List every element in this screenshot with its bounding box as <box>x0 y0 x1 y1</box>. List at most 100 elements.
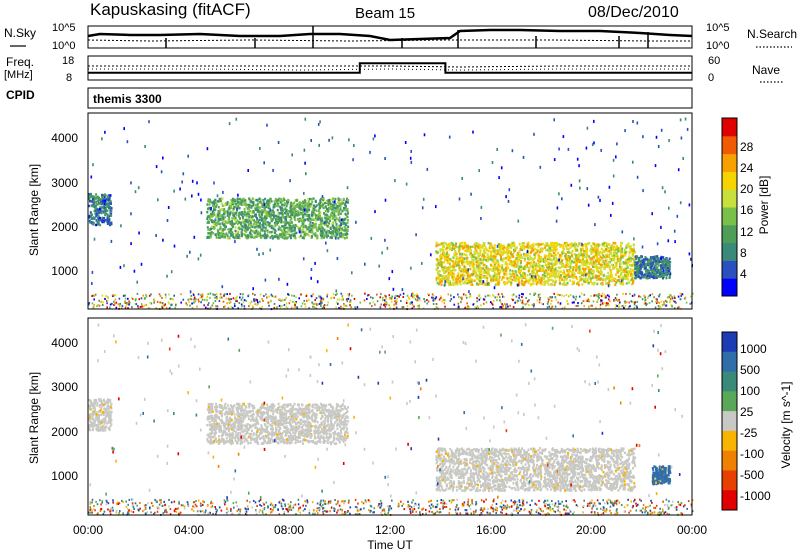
power-cell <box>607 255 610 258</box>
power-cell <box>314 225 317 228</box>
power-cell <box>98 216 101 220</box>
power-cell <box>478 293 481 296</box>
power-cell <box>492 260 495 263</box>
power-cell <box>521 274 524 278</box>
power-cell <box>471 264 474 267</box>
power-cell <box>506 282 509 285</box>
power-cell <box>219 293 222 296</box>
power-cell <box>118 297 121 300</box>
power-cell <box>495 254 498 257</box>
power-cell <box>590 252 593 255</box>
power-cell <box>665 271 668 274</box>
power-cell <box>271 234 273 238</box>
nave-label: Nave <box>752 63 780 77</box>
power-cell <box>95 200 98 203</box>
power-cell <box>515 276 518 279</box>
power-cell <box>301 202 304 205</box>
power-cell <box>340 200 343 203</box>
power-cell <box>661 266 664 270</box>
power-cell <box>323 304 326 307</box>
power-cell <box>655 266 658 270</box>
power-cell <box>627 306 630 309</box>
power-cell <box>655 272 658 275</box>
power-cell <box>643 259 646 263</box>
power-cell <box>481 255 484 258</box>
power-cell <box>416 293 418 296</box>
power-cell <box>265 210 268 213</box>
power-cell <box>229 292 231 295</box>
power-cell <box>218 211 221 215</box>
power-cell <box>573 272 576 275</box>
power-cell <box>226 212 229 215</box>
power-cell <box>453 247 455 250</box>
power-cell <box>260 236 263 239</box>
power-cell <box>208 199 211 203</box>
power-cell <box>461 263 464 266</box>
power-cell <box>308 307 310 309</box>
power-cell <box>332 197 335 200</box>
power-cell <box>292 213 295 216</box>
power-cell <box>612 259 615 262</box>
power-cell <box>311 213 313 217</box>
power-cell <box>637 271 640 275</box>
power-cell <box>524 303 527 306</box>
power-cell <box>669 294 672 297</box>
power-cell <box>236 295 239 298</box>
power-cell <box>194 299 196 302</box>
power-cell <box>594 276 597 279</box>
power-cell <box>236 236 239 239</box>
power-cell <box>435 251 438 255</box>
power-cell <box>88 219 91 223</box>
power-cell <box>394 295 397 298</box>
power-cell <box>231 231 234 234</box>
power-cell <box>446 259 448 262</box>
power-cell <box>566 300 568 303</box>
power-cell <box>97 214 100 218</box>
power-cell <box>562 251 565 255</box>
power-cell <box>597 243 600 246</box>
power-cell <box>510 261 513 265</box>
power-cell <box>608 295 610 298</box>
power-cell <box>244 223 247 227</box>
power-cell <box>218 236 221 239</box>
power-cell <box>650 265 653 268</box>
power-cell <box>557 251 560 255</box>
power-cell <box>529 244 532 248</box>
power-cell <box>319 221 322 224</box>
power-cell <box>535 268 538 272</box>
beam-title: Beam 15 <box>355 5 415 22</box>
power-cell <box>528 299 530 302</box>
power-cell <box>267 206 270 210</box>
power-cell <box>457 278 460 281</box>
power-cell <box>320 197 323 201</box>
power-cell <box>287 221 290 225</box>
power-cell <box>216 232 218 236</box>
power-cell <box>212 208 215 212</box>
power-cell <box>620 255 622 258</box>
power-cell <box>228 231 231 234</box>
power-cell <box>350 306 353 309</box>
power-cell <box>217 210 220 213</box>
power-cell <box>613 252 616 255</box>
power-cell <box>464 270 467 273</box>
power-cell <box>180 301 182 304</box>
power-cell <box>138 298 141 301</box>
power-cell <box>644 274 647 278</box>
power-cell <box>441 248 444 251</box>
power-cell <box>304 230 307 234</box>
power-cell <box>264 228 267 231</box>
power-cell <box>269 197 272 201</box>
power-cell <box>311 225 314 228</box>
power-cell <box>251 211 254 215</box>
power-cell <box>639 266 642 269</box>
power-cell <box>248 226 251 229</box>
power-cell <box>571 266 574 270</box>
power-cell <box>591 273 594 276</box>
power-cell <box>475 249 478 252</box>
power-cell <box>93 298 95 301</box>
power-cell <box>266 214 269 218</box>
power-cell <box>280 218 283 222</box>
power-cell <box>301 302 304 305</box>
power-cell <box>104 213 107 217</box>
power-cell <box>240 234 243 238</box>
